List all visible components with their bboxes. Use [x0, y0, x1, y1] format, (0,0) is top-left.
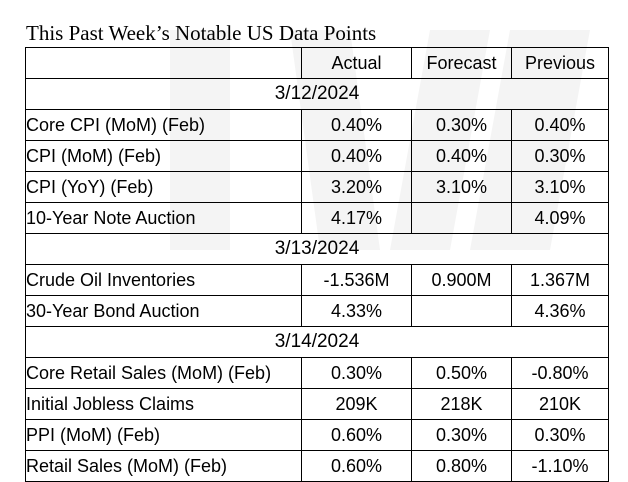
indicator-name: Core CPI (MoM) (Feb)	[25, 109, 302, 141]
table-row: Crude Oil Inventories -1.536M 0.900M 1.3…	[25, 264, 609, 296]
table-row: 10-Year Note Auction 4.17% 4.09%	[25, 202, 609, 234]
actual-value: 0.40%	[301, 140, 412, 172]
table-row: CPI (YoY) (Feb) 3.20% 3.10% 3.10%	[25, 171, 609, 203]
previous-value: -0.80%	[511, 357, 609, 389]
table-row: 30-Year Bond Auction 4.33% 4.36%	[25, 295, 609, 327]
indicator-name: 30-Year Bond Auction	[25, 295, 302, 327]
actual-value: 3.20%	[301, 171, 412, 203]
actual-value: 0.30%	[301, 357, 412, 389]
date-section-row: 3/13/2024	[25, 233, 609, 265]
previous-value: 0.30%	[511, 419, 609, 451]
previous-value: 0.40%	[511, 109, 609, 141]
actual-value: 4.33%	[301, 295, 412, 327]
actual-value: 4.17%	[301, 202, 412, 234]
forecast-value: 0.50%	[411, 357, 512, 389]
previous-value: 4.36%	[511, 295, 609, 327]
section-date: 3/14/2024	[25, 326, 609, 358]
indicator-name: CPI (YoY) (Feb)	[25, 171, 302, 203]
indicator-name: PPI (MoM) (Feb)	[25, 419, 302, 451]
previous-value: 4.09%	[511, 202, 609, 234]
previous-value: 3.10%	[511, 171, 609, 203]
forecast-value: 0.30%	[411, 419, 512, 451]
actual-value: 0.40%	[301, 109, 412, 141]
previous-value: 210K	[511, 388, 609, 420]
forecast-value	[411, 295, 512, 327]
date-section-row: 3/12/2024	[25, 78, 609, 110]
table-row: CPI (MoM) (Feb) 0.40% 0.40% 0.30%	[25, 140, 609, 172]
actual-value: 0.60%	[301, 419, 412, 451]
actual-value: 209K	[301, 388, 412, 420]
forecast-value: 3.10%	[411, 171, 512, 203]
forecast-value: 218K	[411, 388, 512, 420]
header-actual: Actual	[301, 47, 412, 79]
forecast-value	[411, 202, 512, 234]
previous-value: 0.30%	[511, 140, 609, 172]
actual-value: -1.536M	[301, 264, 412, 296]
indicator-name: Core Retail Sales (MoM) (Feb)	[25, 357, 302, 389]
table-row: Initial Jobless Claims 209K 218K 210K	[25, 388, 609, 420]
table-row: Core Retail Sales (MoM) (Feb) 0.30% 0.50…	[25, 357, 609, 389]
forecast-value: 0.900M	[411, 264, 512, 296]
table-row: PPI (MoM) (Feb) 0.60% 0.30% 0.30%	[25, 419, 609, 451]
table-row: Retail Sales (MoM) (Feb) 0.60% 0.80% -1.…	[25, 450, 609, 482]
indicator-name: Crude Oil Inventories	[25, 264, 302, 296]
table-row: Core CPI (MoM) (Feb) 0.40% 0.30% 0.40%	[25, 109, 609, 141]
table-header-row: Actual Forecast Previous	[25, 47, 609, 79]
header-forecast: Forecast	[411, 47, 512, 79]
data-points-table: Actual Forecast Previous 3/12/2024 Core …	[25, 47, 609, 482]
section-date: 3/13/2024	[25, 233, 609, 265]
indicator-name: CPI (MoM) (Feb)	[25, 140, 302, 172]
document-title: This Past Week’s Notable US Data Points	[26, 21, 377, 45]
indicator-name: Retail Sales (MoM) (Feb)	[25, 450, 302, 482]
indicator-name: 10-Year Note Auction	[25, 202, 302, 234]
indicator-name: Initial Jobless Claims	[25, 388, 302, 420]
header-previous: Previous	[511, 47, 609, 79]
actual-value: 0.60%	[301, 450, 412, 482]
forecast-value: 0.40%	[411, 140, 512, 172]
header-indicator	[25, 47, 302, 79]
forecast-value: 0.30%	[411, 109, 512, 141]
previous-value: 1.367M	[511, 264, 609, 296]
previous-value: -1.10%	[511, 450, 609, 482]
section-date: 3/12/2024	[25, 78, 609, 110]
forecast-value: 0.80%	[411, 450, 512, 482]
date-section-row: 3/14/2024	[25, 326, 609, 358]
